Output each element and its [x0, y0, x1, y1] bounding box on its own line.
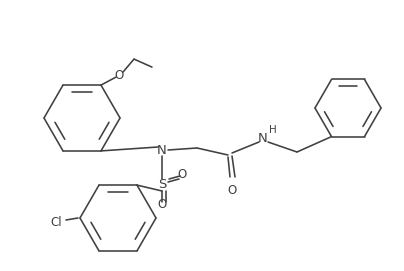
Text: O: O [177, 169, 187, 182]
Text: O: O [158, 198, 166, 211]
Text: S: S [158, 179, 166, 192]
Text: O: O [114, 69, 124, 82]
Text: N: N [157, 144, 167, 156]
Text: N: N [258, 131, 268, 144]
Text: H: H [269, 125, 277, 135]
Text: Cl: Cl [50, 215, 62, 228]
Text: O: O [227, 184, 237, 197]
